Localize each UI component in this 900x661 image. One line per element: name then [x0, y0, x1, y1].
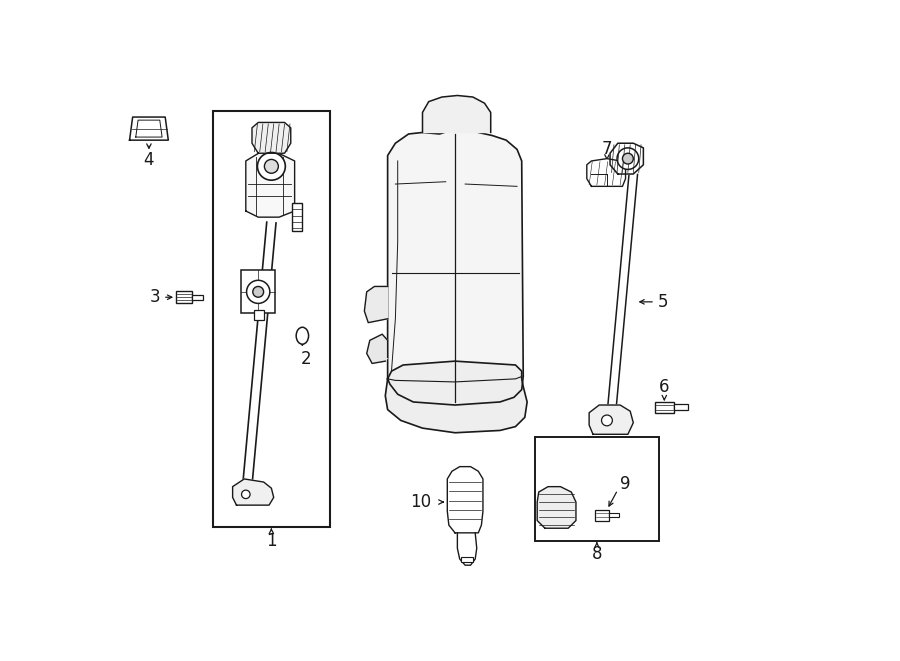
Circle shape: [247, 280, 270, 303]
Bar: [254, 309, 265, 321]
Polygon shape: [246, 148, 294, 217]
Circle shape: [623, 153, 634, 164]
Text: 7: 7: [602, 140, 612, 159]
Polygon shape: [388, 128, 523, 405]
Bar: [241, 270, 275, 313]
Polygon shape: [232, 479, 274, 505]
Circle shape: [601, 415, 612, 426]
Circle shape: [265, 159, 278, 173]
Polygon shape: [447, 467, 483, 533]
Bar: [609, 513, 618, 518]
Bar: [176, 291, 192, 303]
Polygon shape: [366, 334, 388, 364]
Bar: [655, 402, 673, 412]
Bar: [213, 111, 329, 527]
Polygon shape: [422, 95, 490, 132]
Polygon shape: [590, 405, 634, 434]
Bar: [673, 405, 688, 410]
Bar: [595, 510, 609, 520]
Circle shape: [241, 490, 250, 498]
Polygon shape: [587, 159, 626, 186]
Polygon shape: [610, 143, 644, 174]
Polygon shape: [537, 486, 576, 528]
Polygon shape: [385, 361, 527, 433]
Text: 9: 9: [620, 475, 631, 493]
Polygon shape: [252, 122, 291, 153]
Text: 1: 1: [266, 531, 276, 549]
Text: 4: 4: [144, 151, 154, 169]
Circle shape: [257, 153, 285, 180]
Bar: [292, 204, 302, 231]
Bar: [192, 295, 203, 300]
Polygon shape: [130, 117, 168, 140]
Text: 3: 3: [149, 288, 160, 306]
Polygon shape: [364, 286, 388, 323]
Ellipse shape: [296, 327, 309, 344]
Bar: [461, 557, 472, 562]
Polygon shape: [457, 533, 477, 565]
Text: 10: 10: [410, 493, 431, 511]
Text: 5: 5: [658, 293, 668, 311]
Text: 2: 2: [301, 350, 311, 368]
Text: 6: 6: [659, 377, 670, 395]
Circle shape: [617, 148, 639, 169]
Text: 8: 8: [591, 545, 602, 563]
Circle shape: [253, 286, 264, 297]
Bar: [535, 437, 659, 541]
